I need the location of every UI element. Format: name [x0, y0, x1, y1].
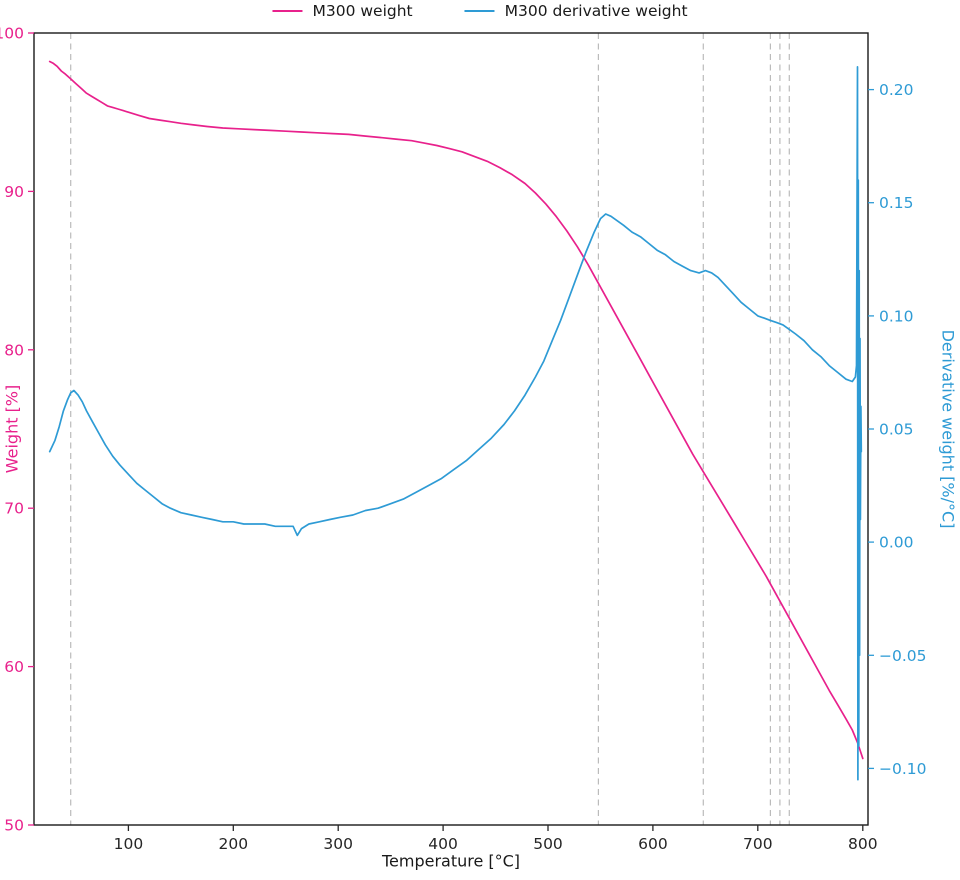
legend-label-derivative: M300 derivative weight [504, 2, 688, 20]
y-axis-label-right: Derivative weight [%/°C] [938, 329, 958, 529]
svg-text:600: 600 [638, 835, 668, 853]
svg-text:0.10: 0.10 [879, 307, 914, 325]
chart-legend: M300 weight M300 derivative weight [272, 2, 688, 20]
svg-text:300: 300 [323, 835, 353, 853]
svg-text:80: 80 [4, 341, 24, 359]
svg-text:50: 50 [4, 817, 24, 835]
svg-text:200: 200 [219, 835, 249, 853]
legend-item-weight: M300 weight [272, 2, 413, 20]
svg-text:−0.05: −0.05 [879, 647, 927, 665]
svg-text:90: 90 [4, 183, 24, 201]
y-axis-label-left: Weight [%] [2, 384, 22, 474]
legend-label-weight: M300 weight [312, 2, 413, 20]
svg-text:−0.10: −0.10 [879, 760, 927, 778]
legend-item-derivative: M300 derivative weight [464, 2, 688, 20]
legend-line-weight-icon [272, 10, 303, 12]
svg-text:100: 100 [0, 25, 24, 43]
svg-text:70: 70 [4, 500, 24, 518]
svg-text:100: 100 [114, 835, 144, 853]
svg-text:500: 500 [533, 835, 563, 853]
svg-text:0.00: 0.00 [879, 534, 914, 552]
svg-text:400: 400 [428, 835, 458, 853]
svg-text:700: 700 [743, 835, 773, 853]
svg-text:0.05: 0.05 [879, 421, 914, 439]
svg-text:0.20: 0.20 [879, 81, 914, 99]
x-axis-label: Temperature [°C] [381, 851, 521, 871]
svg-text:0.15: 0.15 [879, 194, 914, 212]
svg-text:800: 800 [848, 835, 878, 853]
legend-line-derivative-icon [464, 10, 495, 12]
svg-text:60: 60 [4, 658, 24, 676]
